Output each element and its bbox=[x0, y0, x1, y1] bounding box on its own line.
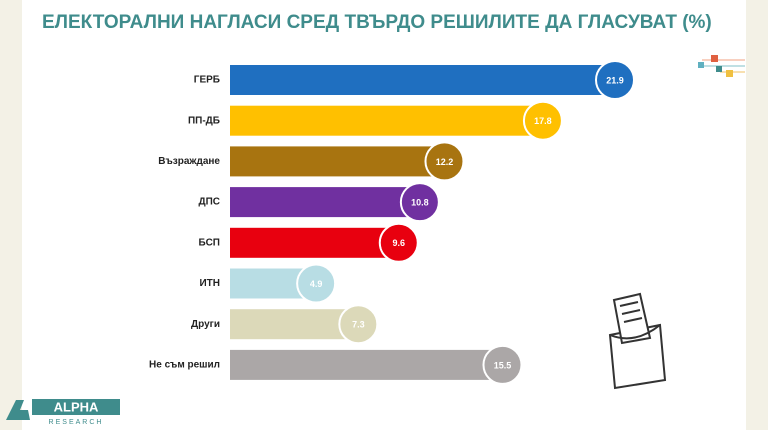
data-label: 17.8 bbox=[534, 116, 552, 126]
bar bbox=[230, 65, 615, 95]
right-strip bbox=[746, 0, 768, 430]
value-badge bbox=[424, 141, 465, 182]
value-badge bbox=[378, 222, 419, 263]
y-tick-label: БСП bbox=[199, 237, 220, 248]
value-badge bbox=[595, 60, 635, 100]
bar bbox=[230, 349, 503, 380]
data-label: 4.9 bbox=[310, 279, 323, 289]
chart-title: ЕЛЕКТОРАЛНИ НАГЛАСИ СРЕД ТВЪРДО РЕШИЛИТЕ… bbox=[42, 12, 712, 33]
value-badge bbox=[522, 100, 563, 141]
data-label: 9.6 bbox=[393, 238, 406, 248]
logo: ALPHA RESEARCH bbox=[6, 399, 120, 426]
bar bbox=[230, 309, 359, 340]
y-tick-label: ИТН bbox=[199, 278, 220, 289]
data-label: 15.5 bbox=[494, 360, 512, 370]
value-badge bbox=[338, 304, 379, 345]
data-label: 10.8 bbox=[411, 197, 429, 207]
y-tick-label: Възраждане bbox=[158, 156, 220, 167]
left-strip bbox=[0, 0, 22, 430]
bar bbox=[230, 187, 420, 218]
y-tick-label: Не съм решил bbox=[149, 360, 220, 371]
decoration bbox=[698, 55, 745, 77]
data-label: 7.3 bbox=[352, 320, 365, 330]
logo-name: ALPHA bbox=[54, 399, 99, 414]
y-tick-label: ПП-ДБ bbox=[188, 115, 220, 126]
logo-subtitle: RESEARCH bbox=[49, 419, 104, 426]
data-label: 21.9 bbox=[606, 75, 624, 85]
data-label: 12.2 bbox=[436, 157, 454, 167]
ballot-box-icon bbox=[608, 292, 667, 390]
value-badge bbox=[399, 182, 440, 223]
bar bbox=[230, 146, 445, 177]
y-tick-label: ДПС bbox=[198, 197, 220, 208]
y-tick-label: ГЕРБ bbox=[194, 75, 220, 86]
bar bbox=[230, 227, 399, 258]
y-tick-label: Други bbox=[191, 319, 220, 330]
value-badge bbox=[296, 263, 337, 304]
bar bbox=[230, 105, 543, 136]
value-badge bbox=[482, 344, 523, 385]
